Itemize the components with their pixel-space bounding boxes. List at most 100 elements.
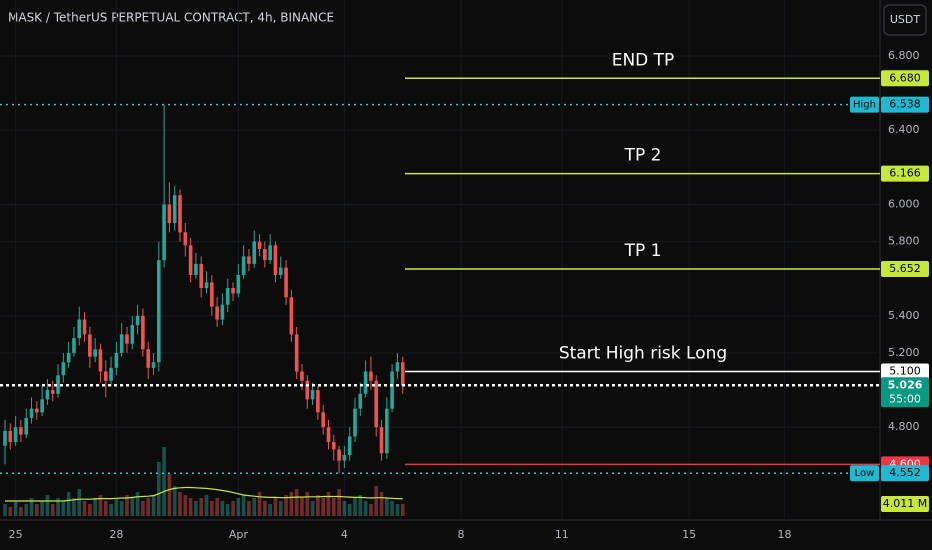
x-tick-label: Apr <box>229 528 249 541</box>
candle-body <box>56 375 60 394</box>
candle-body <box>353 408 357 437</box>
level-label: END TP <box>612 50 675 70</box>
volume-bar <box>109 504 113 516</box>
candle-body <box>278 267 283 275</box>
candle-body <box>247 256 251 264</box>
candle-body <box>77 319 82 339</box>
volume-bar <box>400 503 405 516</box>
volume-bar <box>119 501 124 516</box>
volume-bar <box>50 504 55 516</box>
volume-bar <box>40 501 44 516</box>
level-price-box <box>881 70 929 87</box>
currency-button[interactable] <box>883 4 927 36</box>
volume-bar <box>156 462 161 516</box>
volume-bar <box>369 504 373 516</box>
candle-body <box>135 315 140 326</box>
y-tick-label: 5.400 <box>888 309 920 322</box>
volume-bar <box>194 501 198 516</box>
volume-bar <box>374 486 379 516</box>
candle-body <box>125 334 129 344</box>
y-tick-label: 5.200 <box>888 346 920 359</box>
currency-button-label[interactable]: USDT <box>890 13 921 26</box>
x-tick-label: 25 <box>9 528 23 541</box>
extreme-name: High <box>853 100 876 111</box>
volume-bar <box>88 504 92 516</box>
extreme-name-box <box>850 96 879 113</box>
level-price-box <box>881 363 929 380</box>
extreme-name-box <box>850 465 879 482</box>
candle-body <box>220 304 225 320</box>
x-tick-label: 15 <box>682 528 696 541</box>
candle-body <box>66 352 71 363</box>
candle-body <box>263 249 267 261</box>
volume-bar <box>72 498 76 516</box>
extreme-price-label: 6.538 <box>889 98 921 111</box>
candle-body <box>379 427 384 454</box>
volume-bar <box>321 498 325 516</box>
volume-bar <box>162 447 166 516</box>
volume-bar <box>146 498 150 516</box>
candle-body <box>98 349 103 372</box>
volume-bar <box>390 501 394 516</box>
candle-body <box>45 390 50 400</box>
volume-bar <box>204 495 209 516</box>
volume-bar <box>252 498 257 516</box>
candle-body <box>321 412 325 428</box>
candle-body <box>8 430 13 443</box>
candle-body <box>363 371 368 394</box>
volume-bar <box>103 501 108 516</box>
volume-bar <box>188 498 193 516</box>
candle-body <box>400 362 405 386</box>
volume-bar <box>294 489 299 516</box>
candle-body <box>130 325 135 344</box>
volume-label: 4.011 M <box>883 497 927 510</box>
candle-body <box>146 349 150 368</box>
candle-body <box>61 362 66 376</box>
candle-body <box>241 256 246 275</box>
extreme-price-label: 4.552 <box>889 466 921 479</box>
volume-bar <box>305 492 310 516</box>
volume-bar <box>257 492 262 516</box>
volume-bar <box>82 501 87 516</box>
y-tick-label: 4.800 <box>888 420 920 433</box>
volume-bar <box>93 498 97 516</box>
candle-body <box>178 195 182 233</box>
level-price-box <box>881 261 929 278</box>
y-tick-label: 6.000 <box>888 197 920 210</box>
volume-bar <box>45 495 50 516</box>
candle-body <box>300 371 304 381</box>
volume-bar <box>268 504 272 516</box>
candle-body <box>88 334 92 357</box>
volume-bar <box>263 501 267 516</box>
y-tick-label: 5.800 <box>888 235 920 248</box>
x-tick-label: 18 <box>778 528 792 541</box>
volume-bar <box>300 498 304 516</box>
candle-body <box>172 195 177 224</box>
candle-body <box>289 297 294 335</box>
candle-body <box>385 408 389 454</box>
level-label: Start High risk Long <box>559 344 727 364</box>
candle-body <box>236 275 241 294</box>
candle-body <box>141 315 145 350</box>
volume-bar <box>353 498 357 516</box>
candle-body <box>24 417 29 435</box>
volume-bar <box>98 495 103 516</box>
candle-body <box>284 267 288 298</box>
candle-body <box>103 371 108 381</box>
candle-body <box>204 282 209 288</box>
volume-bar <box>66 492 71 516</box>
candle-body <box>316 390 320 413</box>
volume-bar <box>385 498 389 516</box>
candle-body <box>210 282 214 307</box>
volume-bar <box>141 501 145 516</box>
volume-bar <box>178 492 182 516</box>
volume-bar <box>29 498 34 516</box>
volume-bar <box>167 474 172 516</box>
candle-body <box>305 380 310 400</box>
volume-bar <box>278 501 283 516</box>
candle-body <box>252 241 257 264</box>
volume-bar <box>289 492 294 516</box>
x-tick-label: 11 <box>555 528 569 541</box>
volume-bar <box>3 504 7 516</box>
